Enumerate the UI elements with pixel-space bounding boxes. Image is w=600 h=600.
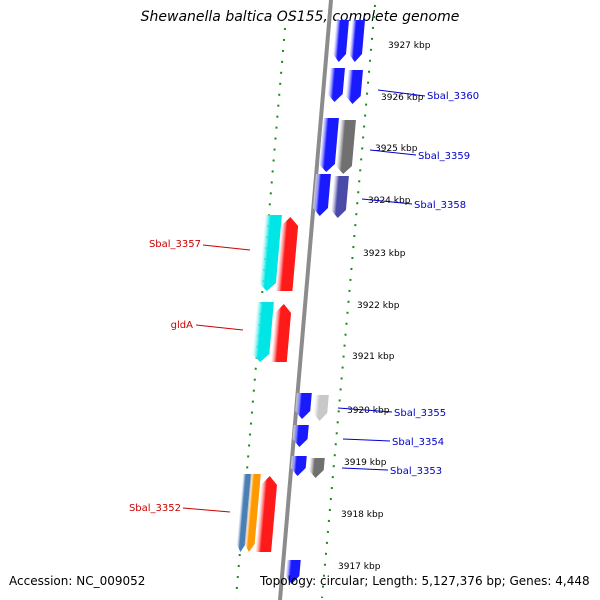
gene-feature[interactable]: [327, 68, 345, 102]
kbp-tick-label: 3925 kbp: [375, 144, 418, 154]
gene-feature[interactable]: [244, 474, 261, 552]
gene-feature[interactable]: [270, 304, 292, 362]
map-title: Shewanella baltica OS155, complete genom…: [140, 9, 460, 25]
kbp-tick-label: 3920 kbp: [347, 406, 390, 416]
gene-label-leader: [182, 507, 231, 513]
gene-label[interactable]: Sbal_3353: [390, 466, 442, 477]
kbp-tick-label: 3924 kbp: [368, 196, 411, 206]
gene-feature[interactable]: [255, 476, 278, 552]
gene-feature[interactable]: [292, 425, 309, 447]
gene-label[interactable]: Sbal_3358: [414, 200, 466, 211]
gene-feature[interactable]: [252, 302, 274, 362]
kbp-tick-label: 3923 kbp: [363, 249, 406, 259]
gene-feature[interactable]: [318, 118, 339, 172]
kbp-tick-label: 3922 kbp: [357, 301, 400, 311]
gene-label-leader: [361, 198, 413, 205]
gene-feature[interactable]: [308, 458, 325, 478]
gene-label-leader: [337, 407, 393, 413]
gene-feature[interactable]: [348, 20, 365, 62]
gene-label-leader: [202, 244, 251, 251]
gene-label[interactable]: Sbal_3357: [149, 239, 201, 250]
gene-label-leader: [195, 324, 244, 331]
gene-feature[interactable]: [236, 474, 252, 552]
gene-label-leader: [342, 438, 391, 442]
gene-feature[interactable]: [295, 393, 312, 419]
gene-feature[interactable]: [312, 174, 331, 216]
kbp-tick-label: 3918 kbp: [341, 510, 384, 520]
gene-feature[interactable]: [285, 560, 301, 584]
gene-feature[interactable]: [332, 20, 349, 62]
topology-text: Topology: circular; Length: 5,127,376 bp…: [260, 574, 590, 588]
gene-label[interactable]: Sbal_3360: [427, 91, 479, 102]
gene-label-leader: [341, 467, 389, 471]
gene-feature[interactable]: [330, 176, 349, 218]
track-boundary-right: [321, 4, 376, 599]
gene-label-leader: [369, 149, 417, 156]
gene-label-leader: [377, 89, 426, 97]
gene-feature[interactable]: [258, 215, 282, 291]
gene-feature[interactable]: [275, 217, 299, 291]
kbp-tick-label: 3919 kbp: [344, 458, 387, 468]
genome-backbone: [278, 0, 333, 600]
gene-label[interactable]: Sbal_3359: [418, 151, 470, 162]
kbp-tick-label: 3926 kbp: [381, 93, 424, 103]
gene-feature[interactable]: [345, 70, 363, 104]
gene-feature[interactable]: [290, 456, 307, 476]
kbp-tick-label: 3927 kbp: [388, 41, 431, 51]
gene-feature[interactable]: [313, 395, 329, 421]
gene-label[interactable]: Sbal_3354: [392, 437, 444, 448]
kbp-tick-label: 3921 kbp: [352, 352, 395, 362]
accession-text: Accession: NC_009052: [9, 574, 146, 588]
gene-label[interactable]: gldA: [171, 320, 193, 331]
gene-label[interactable]: Sbal_3352: [129, 503, 181, 514]
kbp-tick-label: 3917 kbp: [338, 562, 381, 572]
gene-feature[interactable]: [335, 120, 356, 174]
gene-label[interactable]: Sbal_3355: [394, 408, 446, 419]
